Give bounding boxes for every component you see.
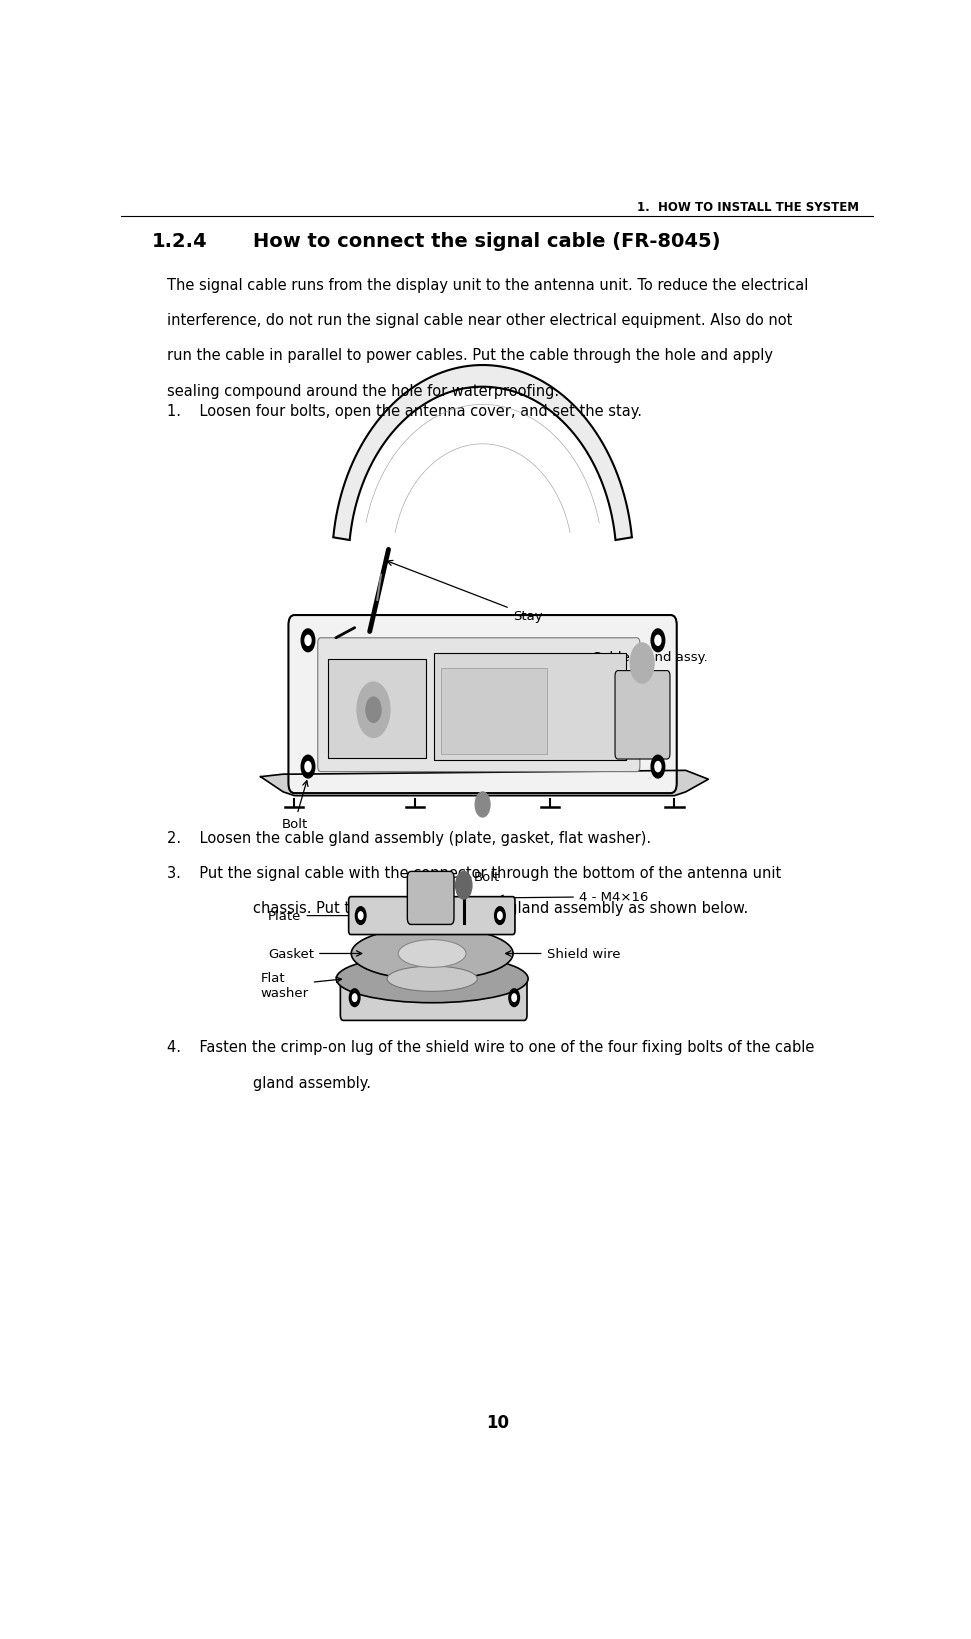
Circle shape <box>475 792 490 818</box>
FancyBboxPatch shape <box>349 897 515 934</box>
Circle shape <box>654 762 661 772</box>
Bar <box>441 669 547 754</box>
Circle shape <box>654 636 661 646</box>
Text: Stay: Stay <box>387 561 543 623</box>
Text: 4.    Fasten the crimp-on lug of the shield wire to one of the four fixing bolts: 4. Fasten the crimp-on lug of the shield… <box>167 1039 814 1056</box>
Circle shape <box>301 756 315 779</box>
Ellipse shape <box>336 956 528 1003</box>
Ellipse shape <box>352 928 513 980</box>
Text: gland assembly.: gland assembly. <box>253 1075 371 1090</box>
Circle shape <box>498 913 502 919</box>
Circle shape <box>350 990 360 1006</box>
Bar <box>328 661 426 759</box>
Circle shape <box>652 756 665 779</box>
Circle shape <box>630 644 654 683</box>
Circle shape <box>509 990 519 1006</box>
FancyBboxPatch shape <box>408 872 454 924</box>
FancyBboxPatch shape <box>318 638 640 772</box>
Text: 10: 10 <box>486 1413 509 1431</box>
Circle shape <box>301 629 315 652</box>
Text: 1.2.4: 1.2.4 <box>151 233 207 251</box>
FancyBboxPatch shape <box>341 975 527 1021</box>
Circle shape <box>494 908 505 924</box>
Text: Cable gland assy.: Cable gland assy. <box>591 651 708 675</box>
Circle shape <box>366 698 381 723</box>
Circle shape <box>358 913 363 919</box>
Text: run the cable in parallel to power cables. Put the cable through the hole and ap: run the cable in parallel to power cable… <box>167 347 773 364</box>
FancyBboxPatch shape <box>288 616 677 793</box>
Polygon shape <box>260 770 709 797</box>
Text: Bolt: Bolt <box>474 870 500 883</box>
Ellipse shape <box>398 941 466 967</box>
Ellipse shape <box>387 967 478 992</box>
Text: 2.    Loosen the cable gland assembly (plate, gasket, flat washer).: 2. Loosen the cable gland assembly (plat… <box>167 831 651 846</box>
Text: sealing compound around the hole for waterproofing.: sealing compound around the hole for wat… <box>167 384 558 398</box>
Circle shape <box>512 995 517 1001</box>
Text: 3.    Put the signal cable with the connector through the bottom of the antenna : 3. Put the signal cable with the connect… <box>167 865 781 880</box>
Circle shape <box>455 872 472 900</box>
Text: Bolt: Bolt <box>282 782 308 831</box>
Text: How to connect the signal cable (FR-8045): How to connect the signal cable (FR-8045… <box>253 233 720 251</box>
Text: Shield wire: Shield wire <box>506 947 620 960</box>
Text: 1.    Loosen four bolts, open the antenna cover, and set the stay.: 1. Loosen four bolts, open the antenna c… <box>167 403 642 418</box>
Text: Flat
washer: Flat washer <box>260 972 342 1000</box>
Text: 1.  HOW TO INSTALL THE SYSTEM: 1. HOW TO INSTALL THE SYSTEM <box>637 200 858 213</box>
Text: Plate: Plate <box>268 910 354 923</box>
Text: Gasket: Gasket <box>268 947 362 960</box>
Text: 4 - M4×16: 4 - M4×16 <box>498 890 649 903</box>
Circle shape <box>305 636 311 646</box>
Circle shape <box>305 762 311 772</box>
Bar <box>434 654 625 760</box>
Text: The signal cable runs from the display unit to the antenna unit. To reduce the e: The signal cable runs from the display u… <box>167 277 808 292</box>
Text: interference, do not run the signal cable near other electrical equipment. Also : interference, do not run the signal cabl… <box>167 313 792 328</box>
Circle shape <box>355 908 366 924</box>
Circle shape <box>652 629 665 652</box>
Text: chassis. Put the cable through the gland assembly as shown below.: chassis. Put the cable through the gland… <box>253 901 749 916</box>
Polygon shape <box>333 365 632 541</box>
FancyBboxPatch shape <box>615 672 670 759</box>
Circle shape <box>357 682 390 738</box>
Circle shape <box>352 995 357 1001</box>
